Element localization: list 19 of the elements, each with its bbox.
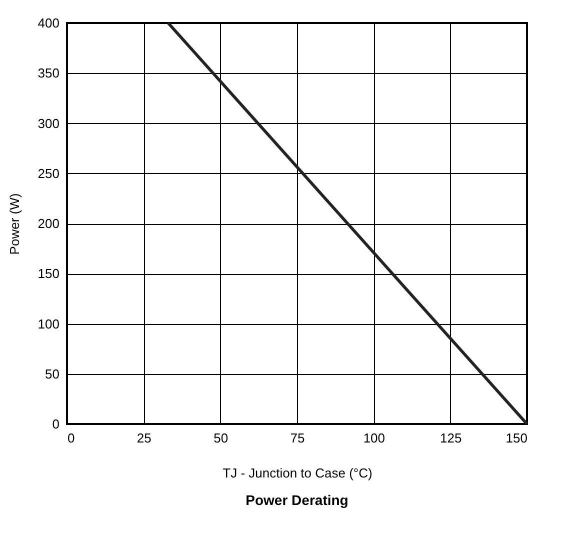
x-tick-label: 0 (68, 430, 75, 446)
y-axis-title: Power (W) (6, 193, 22, 255)
y-tick-label: 100 (38, 316, 60, 332)
x-tick-label: 150 (506, 430, 528, 446)
y-tick-label: 150 (38, 266, 60, 282)
y-tick-label: 200 (38, 216, 60, 231)
y-tick-label: 0 (52, 416, 60, 432)
text: Power Derating (246, 492, 348, 508)
x-tick-label: 75 (290, 430, 305, 446)
x-tick-label: 25 (136, 430, 152, 446)
x-tick-label: 125 (440, 430, 462, 446)
x-tick-label: 100 (363, 430, 386, 446)
x-tick-label: 50 (214, 430, 228, 446)
y-tick-label: 50 (45, 366, 60, 382)
y-tick-label: 300 (38, 116, 60, 131)
y-tick-label: 400 (38, 16, 60, 30)
x-axis-title: TJ - Junction to Case (°C) (222, 466, 372, 480)
y-tick-label: 350 (38, 66, 60, 81)
y-tick-label: 250 (38, 166, 60, 181)
